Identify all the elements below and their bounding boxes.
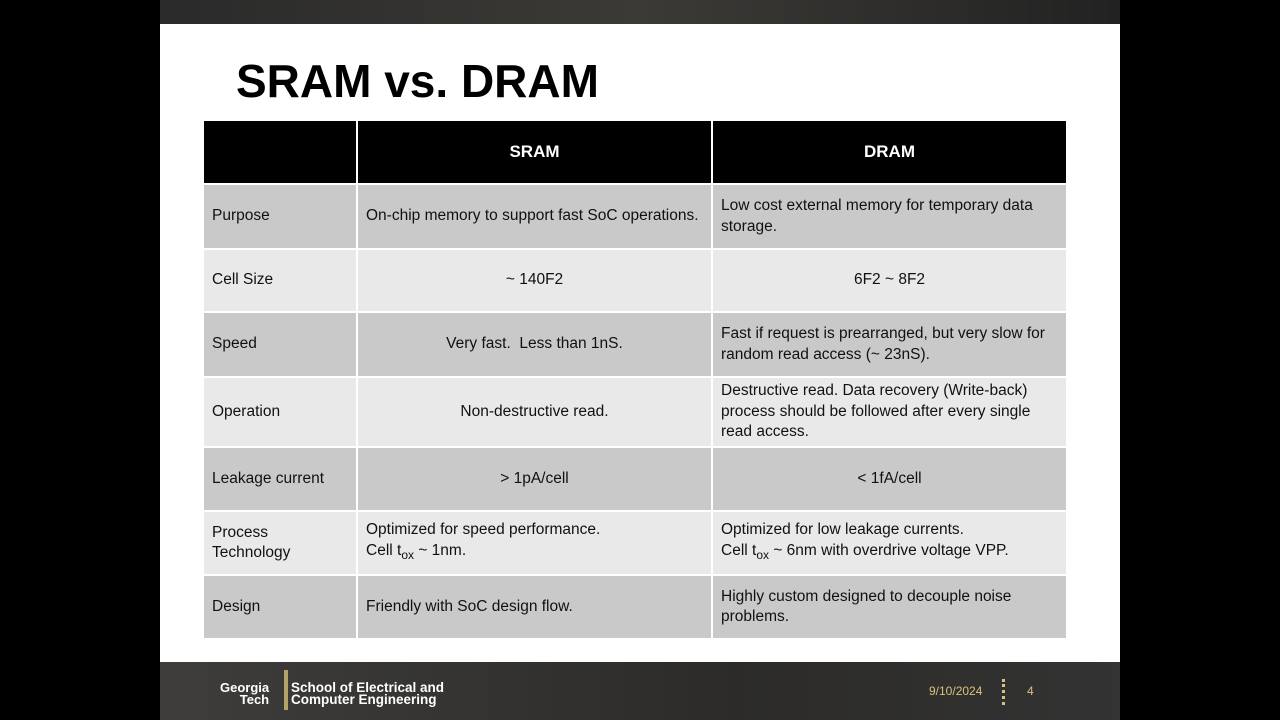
row-label: Process Technology [204,512,356,574]
row: Operation Non-destructive read. Destruct… [204,378,1066,446]
slide: SRAM vs. DRAM SRAM DRAM Purpose On-chip … [160,24,1120,662]
date: 9/10/2024 [929,684,983,698]
header-cell: SRAM [358,121,711,183]
cell: Highly custom designed to decouple noise… [713,576,1066,638]
cell: 6F2 ~ 8F2 [713,250,1066,311]
row: Leakage current > 1pA/cell < 1fA/cell [204,448,1066,510]
school-text: Computer Engineering [291,692,437,707]
header-cell: DRAM [713,121,1066,183]
cell-text: Cell t [721,541,757,559]
row: Process Technology Optimized for speed p… [204,512,1066,574]
school-text: School of Electrical and [291,680,445,695]
cell: Optimized for speed performance. Cell to… [358,512,711,574]
logo: Georgia Tech [220,680,270,707]
cell: Optimized for low leakage currents. Cell… [713,512,1066,574]
logo-text: Tech [239,692,270,707]
header-row: SRAM DRAM [204,121,1066,183]
row-label: Leakage current [204,448,356,510]
cell: Fast if request is prearranged, but very… [713,313,1066,376]
cell: Friendly with SoC design flow. [358,576,711,638]
cell: < 1fA/cell [713,448,1066,510]
cell: On-chip memory to support fast SoC opera… [358,185,711,248]
page-number: 4 [1027,684,1034,698]
cell-text: Optimized for low leakage currents. [721,521,964,539]
cell-text: ~ 1nm. [414,541,467,559]
separator [1002,679,1007,705]
subscript: ox [756,548,770,563]
footer: Georgia Tech School of Electrical and Co… [160,662,1120,720]
cell: ~ 140F2 [358,250,711,311]
cell: Low cost external memory for temporary d… [713,185,1066,248]
cell: Destructive read. Data recovery (Write-b… [713,378,1066,446]
window-bar [160,0,1120,24]
cell-text: Cell t [366,541,402,559]
cell-text: ~ 6nm with overdrive voltage VPP. [769,541,1009,559]
subscript: ox [401,548,415,563]
row-label: Speed [204,313,356,376]
slide-title: SRAM vs. DRAM [236,55,599,107]
cell: Very fast. Less than 1nS. [358,313,711,376]
row: Design Friendly with SoC design flow. Hi… [204,576,1066,638]
cell: Non-destructive read. [358,378,711,446]
row-label: Purpose [204,185,356,248]
row: Cell Size ~ 140F2 6F2 ~ 8F2 [204,250,1066,311]
comparison-table: SRAM DRAM Purpose On-chip memory to supp… [202,119,1068,640]
row-label: Operation [204,378,356,446]
logo-divider [284,670,288,710]
row-label: Design [204,576,356,638]
row: Speed Very fast. Less than 1nS. Fast if … [204,313,1066,376]
header-cell [204,121,356,183]
cell-text: Optimized for speed performance. [366,521,601,539]
row-label: Cell Size [204,250,356,311]
cell: > 1pA/cell [358,448,711,510]
row: Purpose On-chip memory to support fast S… [204,185,1066,248]
school-name: School of Electrical and Computer Engine… [291,680,445,707]
logo-text: Georgia [220,680,270,695]
